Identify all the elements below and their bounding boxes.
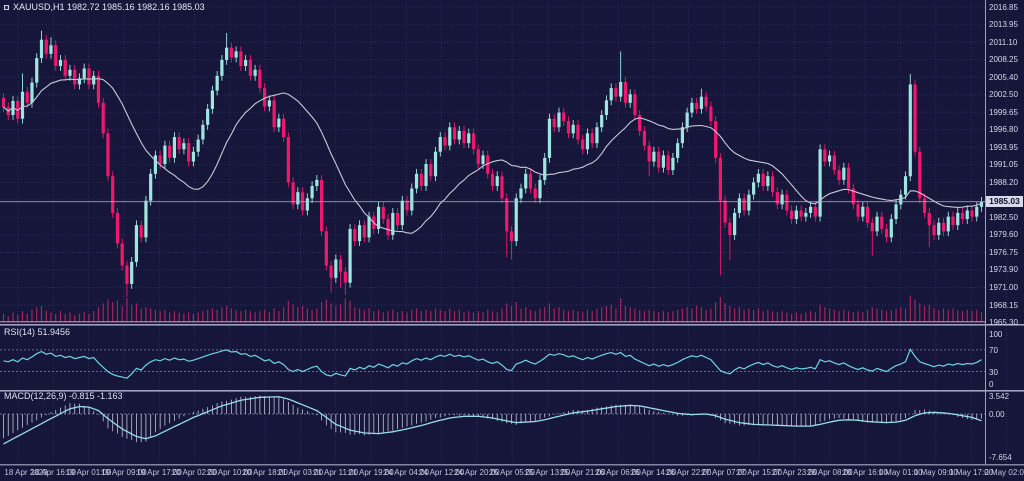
symbol-ohlc-text: XAUUSD,H1 1982.72 1985.16 1982.16 1985.0… xyxy=(13,2,205,12)
time-axis-label: 27 Apr 15:00 xyxy=(736,468,782,477)
time-axis-label: 20 Apr 02:00 xyxy=(171,468,218,477)
time-axis-label: 28 Apr 08:00 xyxy=(807,468,853,477)
time-axis-label: 24 Apr 04:00 xyxy=(383,468,429,477)
current-price-badge: 1985.03 xyxy=(986,196,1023,208)
price-axis-label: 2005.40 xyxy=(989,72,1018,82)
rsi-axis-label: 70 xyxy=(989,345,998,355)
price-axis-label: 1993.95 xyxy=(989,142,1018,152)
time-axis-label: 25 Apr 05:00 xyxy=(489,468,535,477)
candlestick-series xyxy=(1,30,984,297)
panel-separator xyxy=(0,390,1024,392)
time-axis-label: 1 May 09:00 xyxy=(913,468,958,477)
macd-panel xyxy=(0,395,985,445)
rsi-panel xyxy=(0,347,985,379)
rsi-line xyxy=(3,347,982,379)
price-axis-label: 1979.60 xyxy=(989,230,1018,240)
time-axis-label: 1 May 17:00 xyxy=(949,468,994,477)
price-axis-label: 1973.90 xyxy=(989,265,1018,275)
time-axis-label: 26 Apr 14:00 xyxy=(630,468,677,477)
rsi-axis-label: 0 xyxy=(989,380,994,389)
time-axis-label: 24 Apr 12:00 xyxy=(418,468,465,477)
chart-title: XAUUSD,H1 1982.72 1985.16 1982.16 1985.0… xyxy=(4,2,205,13)
price-axis-label: 1971.00 xyxy=(989,283,1018,293)
time-axis-label: 18 Apr 16:00 xyxy=(30,468,76,477)
time-axis-label: 26 Apr 22:00 xyxy=(666,468,712,477)
time-axis-label: 25 Apr 13:00 xyxy=(524,468,571,477)
price-axis-label: 1965.30 xyxy=(989,318,1018,327)
price-axis-label: 1988.20 xyxy=(989,177,1018,187)
rsi-axis-label: 30 xyxy=(989,367,998,377)
time-axis-label: 18 Apr 2023 xyxy=(4,468,48,477)
price-axis-label: 1999.65 xyxy=(989,107,1018,117)
macd-axis-label: 3.542 xyxy=(989,392,1010,401)
macd-indicator-label: MACD(12,26,9) -0.815 -1.163 xyxy=(4,391,123,401)
price-axis-label: 1968.15 xyxy=(989,300,1018,310)
rsi-indicator-label: RSI(14) 51.9456 xyxy=(4,327,71,337)
time-axis-label: 20 Apr 18:00 xyxy=(242,468,288,477)
price-axis-label: 1976.75 xyxy=(989,247,1018,257)
time-axis-label: 27 Apr 23:00 xyxy=(771,468,818,477)
price-axis-label: 1996.80 xyxy=(989,125,1018,135)
time-axis-label: 2 May 02:00 xyxy=(984,468,1024,477)
price-axis-label: 1991.05 xyxy=(989,160,1018,170)
volume-series xyxy=(2,295,983,322)
grid-layer xyxy=(0,2,1007,464)
time-axis-label: 21 Apr 11:00 xyxy=(313,468,359,477)
panel-separator xyxy=(0,324,1024,326)
time-axis[interactable]: 18 Apr 2023 18 Apr 16:00 19 Apr 01:00 19 Ap… xyxy=(0,466,1024,481)
price-axis-label: 1982.50 xyxy=(989,212,1018,222)
macd-axis-label: 0.00 xyxy=(989,410,1005,419)
time-axis-label: 27 Apr 07:00 xyxy=(701,468,747,477)
price-axis[interactable]: 2016.85 2013.95 2011.10 2008.25 2005.40 2002.… xyxy=(986,0,1024,465)
macd-signal-line xyxy=(3,396,982,445)
panel-separator xyxy=(0,464,1024,466)
time-axis-label: 26 Apr 06:00 xyxy=(595,468,641,477)
time-axis-label: 21 Apr 19:00 xyxy=(348,468,394,477)
time-axis-label: 24 Apr 20:00 xyxy=(454,468,500,477)
time-axis-label: 19 Apr 17:00 xyxy=(136,468,182,477)
price-axis-label: 2013.95 xyxy=(989,20,1018,30)
time-axis-label: 19 Apr 09:00 xyxy=(101,468,147,477)
price-axis-label: 2002.50 xyxy=(989,90,1018,100)
time-axis-label: 19 Apr 01:00 xyxy=(65,468,112,477)
time-axis-label: 1 May 01:00 xyxy=(878,468,923,477)
price-axis-label: 2008.25 xyxy=(989,55,1018,65)
symbol-marker-icon xyxy=(4,5,9,10)
macd-axis-label: -7.654 xyxy=(989,453,1012,462)
rsi-axis-label: 100 xyxy=(989,329,1003,339)
time-axis-label: 28 Apr 16:00 xyxy=(842,468,888,477)
time-axis-label: 21 Apr 03:00 xyxy=(277,468,324,477)
time-axis-label: 20 Apr 10:00 xyxy=(207,468,253,477)
price-axis-label: 2011.10 xyxy=(989,37,1018,47)
time-axis-label: 25 Apr 21:00 xyxy=(560,468,606,477)
price-axis-label: 2016.85 xyxy=(989,2,1018,12)
